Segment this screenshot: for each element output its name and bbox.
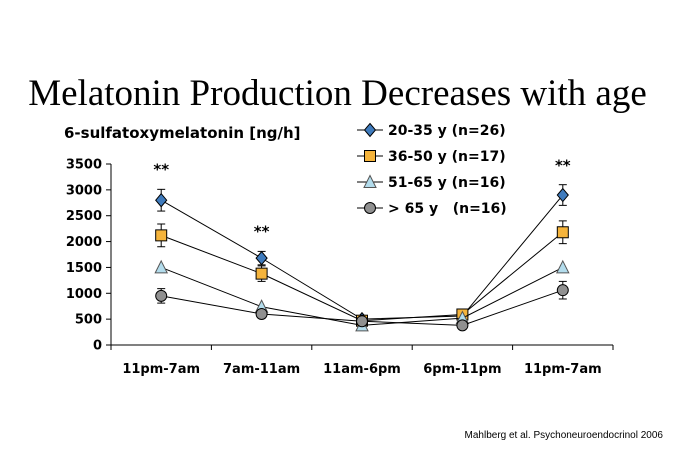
data-point	[255, 267, 268, 280]
data-point	[255, 307, 268, 320]
significance-annotation: **	[555, 157, 571, 175]
data-point	[555, 259, 570, 274]
data-point	[456, 319, 469, 332]
x-tick-label: 11am-6pm	[323, 362, 401, 377]
data-point	[556, 226, 569, 239]
legend-label: 20-35 y (n=26)	[388, 123, 506, 139]
legend-label: 36-50 y (n=17)	[388, 149, 506, 165]
y-tick-label: 2000	[66, 235, 102, 250]
slide-title: Melatonin Production Decreases with age	[28, 73, 647, 114]
legend-marker	[364, 202, 376, 214]
y-tick-label: 3500	[66, 158, 102, 173]
x-tick-label: 11pm-7am	[122, 362, 200, 377]
y-tick-label: 1500	[66, 261, 102, 276]
significance-annotation: **	[254, 222, 270, 240]
y-tick-label: 2500	[66, 209, 102, 224]
legend-label: 51-65 y (n=16)	[388, 175, 506, 191]
legend-marker	[363, 122, 377, 138]
x-tick-label: 7am-11am	[223, 362, 300, 377]
y-tick-label: 500	[75, 313, 102, 328]
data-point	[154, 259, 169, 274]
data-point	[556, 284, 569, 297]
significance-annotation: **	[153, 160, 169, 178]
y-axis-label: 6-sulfatoxymelatonin [ng/h]	[64, 124, 301, 142]
citation: Mahlberg et al. Psychoneuroendocrinol 20…	[464, 430, 663, 441]
data-point	[255, 250, 268, 266]
data-point	[155, 229, 168, 242]
y-tick-label: 3000	[66, 183, 102, 198]
y-tick-label: 1000	[66, 287, 102, 302]
x-tick-label: 11pm-7am	[524, 362, 602, 377]
series-line	[161, 231, 564, 322]
legend-marker	[363, 174, 377, 188]
data-point	[556, 187, 569, 203]
x-tick-label: 6pm-11pm	[423, 362, 501, 377]
data-point	[356, 315, 368, 328]
legend-label: > 65 y (n=16)	[388, 201, 507, 217]
y-tick-label: 0	[93, 339, 102, 354]
data-point	[155, 289, 168, 302]
legend-marker	[364, 150, 376, 162]
data-point	[155, 192, 168, 208]
